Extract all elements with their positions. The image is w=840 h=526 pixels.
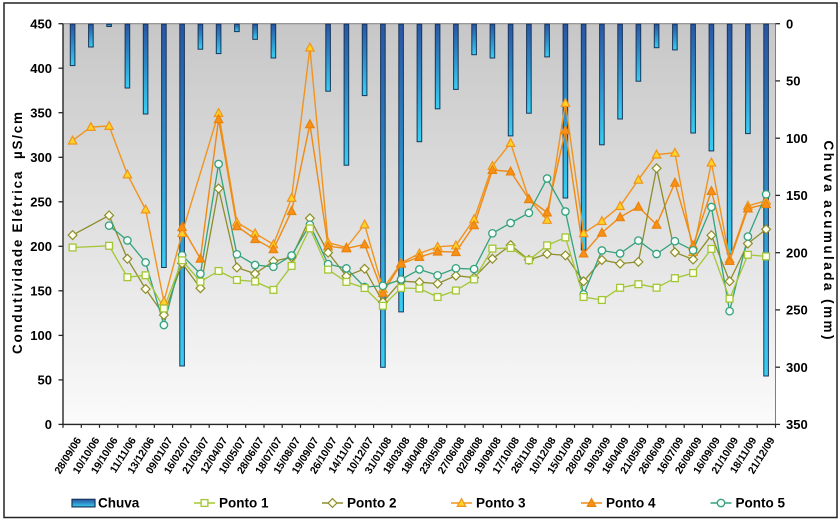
svg-text:Ponto 1: Ponto 1: [219, 496, 269, 511]
svg-text:300: 300: [786, 360, 808, 375]
svg-text:Ponto 4: Ponto 4: [606, 496, 656, 511]
svg-text:350: 350: [30, 105, 52, 120]
svg-text:50: 50: [786, 74, 800, 89]
svg-text:100: 100: [786, 131, 808, 146]
svg-text:200: 200: [30, 239, 52, 254]
svg-text:350: 350: [786, 417, 808, 432]
svg-text:Condutividade Elétrica µS/cm: Condutividade Elétrica µS/cm: [10, 112, 25, 354]
svg-text:0: 0: [786, 16, 793, 31]
svg-text:300: 300: [30, 150, 52, 165]
svg-text:0: 0: [45, 417, 52, 432]
svg-text:Ponto 2: Ponto 2: [347, 496, 397, 511]
svg-text:100: 100: [30, 328, 52, 343]
svg-text:250: 250: [30, 194, 52, 209]
svg-text:Chuva acumulada (mm): Chuva acumulada (mm): [821, 141, 836, 340]
svg-text:250: 250: [786, 303, 808, 318]
svg-text:Ponto 5: Ponto 5: [736, 496, 786, 511]
svg-text:200: 200: [786, 245, 808, 260]
svg-text:400: 400: [30, 61, 52, 76]
svg-text:150: 150: [786, 188, 808, 203]
svg-text:Ponto 3: Ponto 3: [476, 496, 526, 511]
svg-text:50: 50: [38, 373, 52, 388]
svg-text:150: 150: [30, 283, 52, 298]
svg-text:450: 450: [30, 16, 52, 31]
svg-text:Chuva: Chuva: [98, 496, 140, 511]
